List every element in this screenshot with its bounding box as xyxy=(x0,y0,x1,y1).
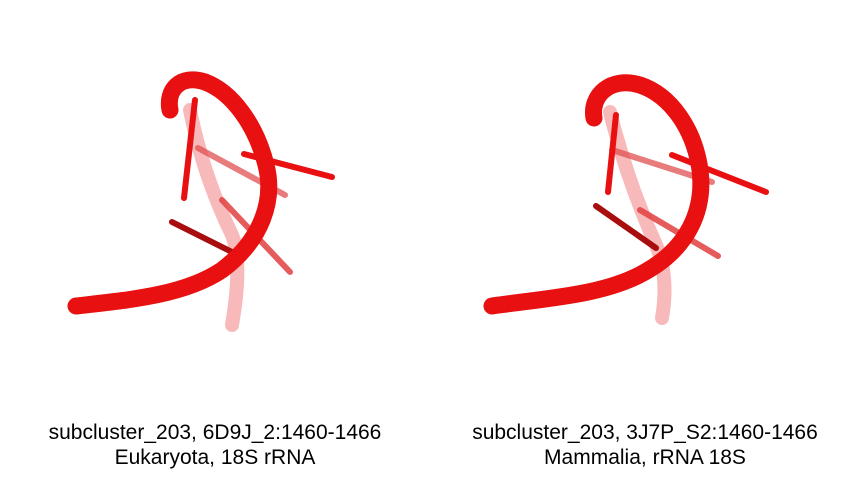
structure-panel-left: subcluster_203, 6D9J_2:1460-1466 Eukaryo… xyxy=(0,71,430,470)
caption-subtitle-left: Eukaryota, 18S rRNA xyxy=(114,446,316,469)
caption-title-left: subcluster_203, 6D9J_2:1460-1466 xyxy=(48,421,382,444)
rna-structure-image-left xyxy=(67,71,335,332)
caption-subtitle-right: Mammalia, rRNA 18S xyxy=(544,446,746,469)
structure-caption-left: subcluster_203, 6D9J_2:1460-1466 Eukaryo… xyxy=(0,420,430,470)
structure-caption-right: subcluster_203, 3J7P_S2:1460-1466 Mammal… xyxy=(430,420,860,470)
structure-panel-right: subcluster_203, 3J7P_S2:1460-1466 Mammal… xyxy=(430,0,860,480)
caption-title-right: subcluster_203, 3J7P_S2:1460-1466 xyxy=(472,421,818,444)
rna-structure-image-right xyxy=(483,74,769,325)
